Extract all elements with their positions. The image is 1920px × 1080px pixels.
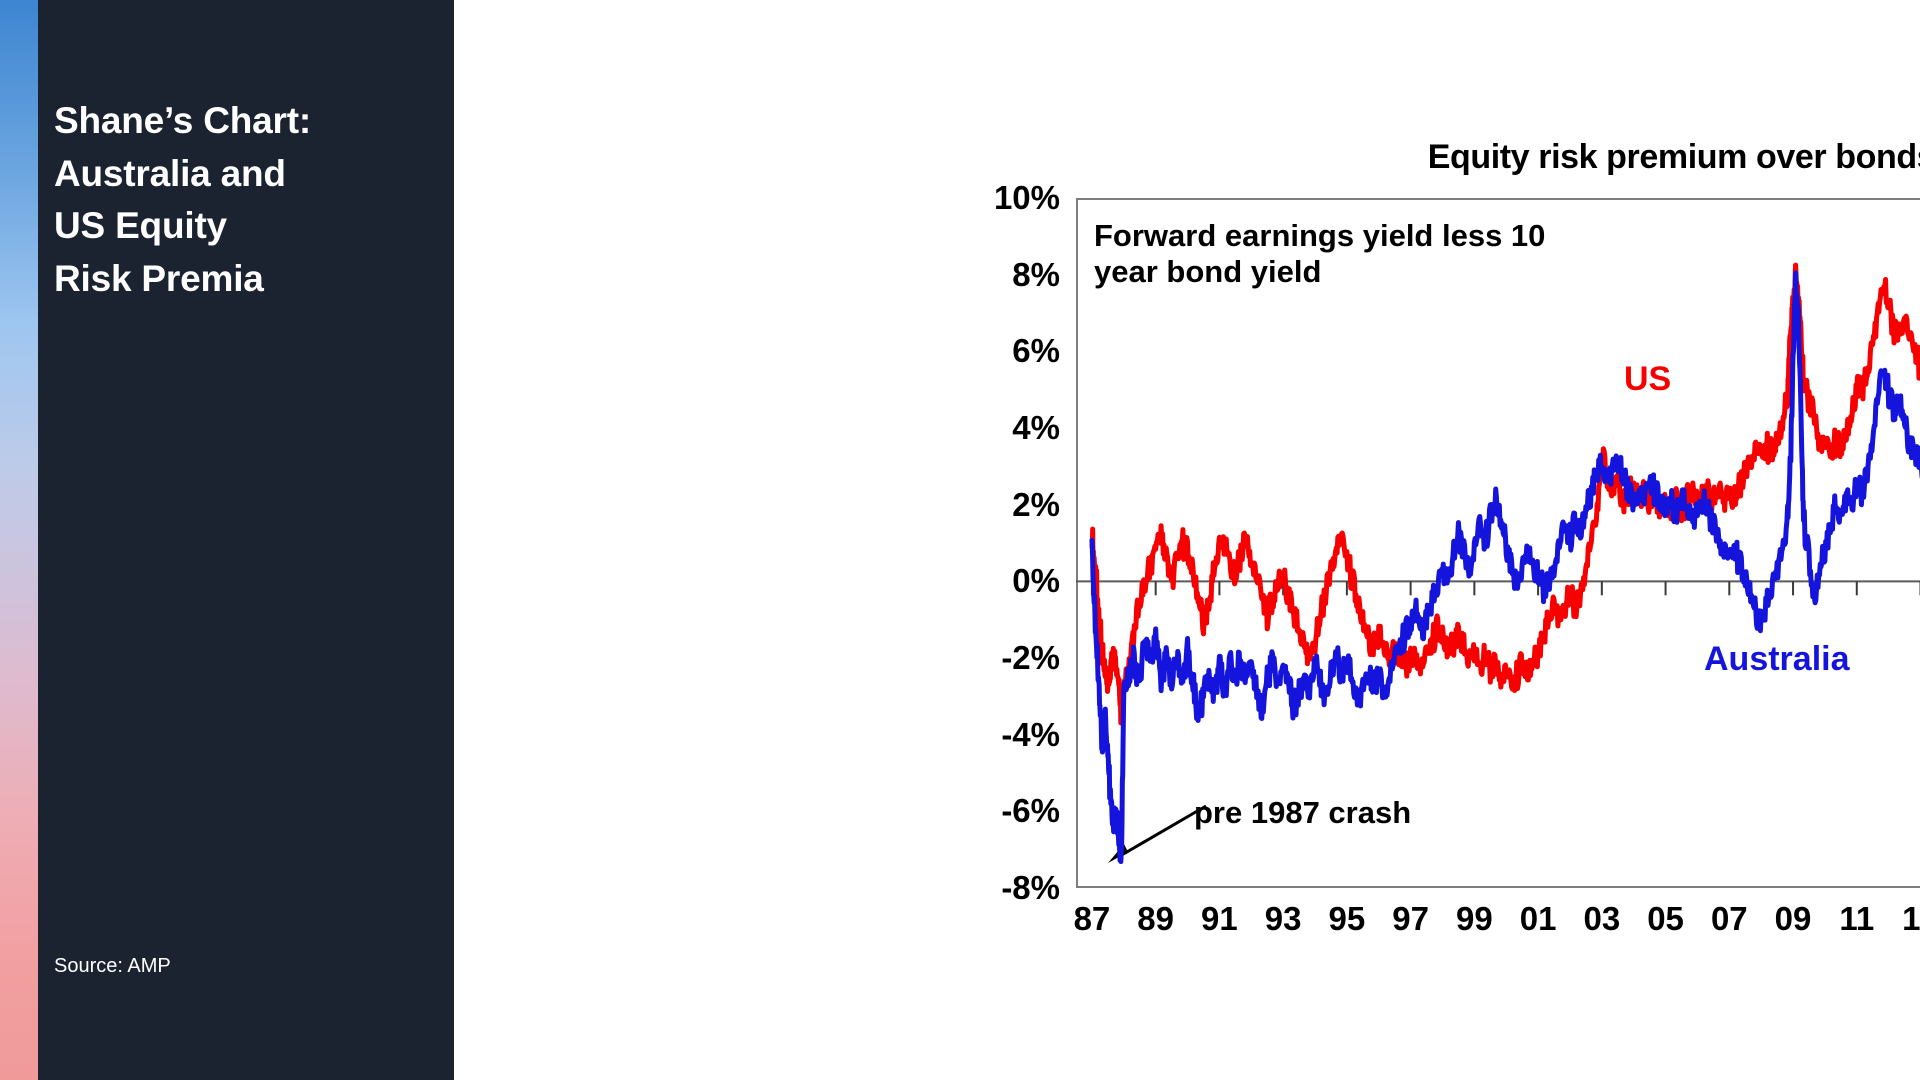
y-axis-label: -8% (1001, 869, 1060, 906)
y-axis-label: 2% (1012, 485, 1060, 523)
x-axis-label: 97 (1392, 900, 1429, 937)
y-axis-label: 6% (1012, 332, 1060, 370)
series-label-australia: Australia (1704, 640, 1850, 678)
source-note: Source: AMP (54, 955, 171, 977)
annotation-pre-1987-crash: pre 1987 crash (1194, 795, 1412, 830)
plot-frame (1076, 198, 1920, 888)
x-axis-label: 11 (1839, 900, 1875, 937)
series-line-australia (1089, 270, 1920, 865)
chart-caption: Forward earnings yield less 10 year bond… (1094, 218, 1546, 290)
x-axis-label: 09 (1774, 900, 1812, 937)
x-axis-label: 01 (1519, 900, 1557, 937)
y-axis-label: 4% (1012, 409, 1060, 446)
page-title: Shane’s Chart: Australia and US Equity R… (54, 100, 311, 299)
gradient-accent-strip (0, 0, 38, 1080)
x-axis-label: 05 (1647, 900, 1684, 937)
x-axis-label: 13 (1902, 900, 1920, 937)
x-axis-label: 95 (1328, 900, 1366, 937)
y-axis-label: -4% (1001, 715, 1060, 753)
x-axis-label: 03 (1583, 900, 1621, 937)
chart-title: Equity risk premium over bonds (1427, 138, 1920, 176)
series-label-us: US (1624, 360, 1672, 398)
x-axis-label: 93 (1264, 900, 1302, 937)
slide-sidebar (38, 0, 454, 1080)
x-axis-label: 07 (1710, 900, 1748, 937)
x-axis-label: 87 (1073, 900, 1111, 937)
x-axis-label: 89 (1137, 900, 1175, 937)
y-axis-label: 0% (1012, 562, 1060, 600)
plot-canvas (1076, 262, 1920, 865)
series-line-us (1089, 262, 1920, 726)
x-axis-label: 99 (1455, 900, 1493, 937)
y-axis-label: -6% (1001, 792, 1060, 830)
x-axis-label: 91 (1201, 900, 1238, 937)
chart-container: Equity risk premium over bonds Forward e… (454, 0, 1920, 1080)
y-axis-label: 8% (1012, 255, 1060, 293)
y-axis-label: -2% (1001, 639, 1060, 676)
y-axis-label: 10% (993, 179, 1060, 216)
